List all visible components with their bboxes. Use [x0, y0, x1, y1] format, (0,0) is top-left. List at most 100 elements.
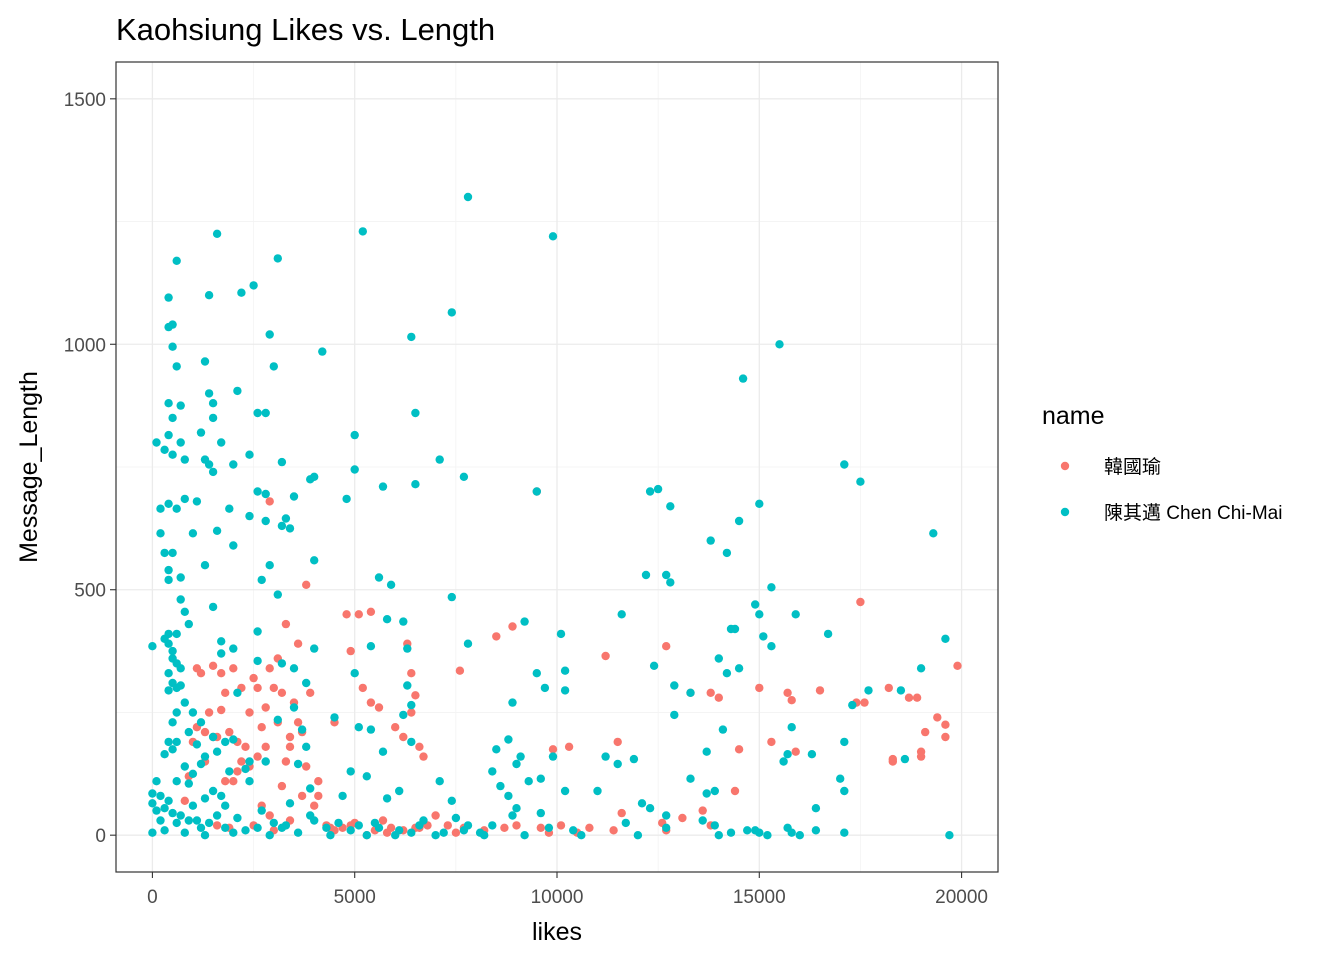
scatter-point	[164, 737, 173, 747]
scatter-point	[314, 791, 323, 801]
scatter-point	[241, 826, 250, 835]
scatter-point	[156, 816, 165, 825]
scatter-point	[208, 602, 218, 612]
scatter-point	[779, 757, 788, 766]
scatter-point	[399, 617, 408, 626]
scatter-point	[196, 823, 206, 832]
scatter-point	[200, 561, 210, 570]
scatter-point	[208, 413, 218, 423]
scatter-point	[176, 811, 185, 820]
scatter-point	[916, 664, 926, 673]
scatter-point	[767, 642, 776, 651]
scatter-point	[403, 681, 412, 690]
scatter-point	[370, 818, 380, 828]
scatter-point	[180, 796, 189, 805]
scatter-point	[160, 804, 169, 813]
scatter-point	[229, 644, 238, 653]
scatter-point	[941, 732, 950, 742]
scatter-point	[633, 831, 643, 840]
scatter-point	[152, 777, 161, 786]
scatter-point	[560, 666, 570, 675]
scatter-point	[212, 821, 222, 830]
scatter-point	[281, 514, 291, 523]
scatter-point	[221, 737, 230, 747]
scatter-point	[702, 789, 711, 798]
scatter-point	[354, 723, 363, 732]
scatter-point	[929, 529, 938, 538]
scatter-point	[204, 291, 214, 300]
scatter-point	[160, 548, 169, 558]
scatter-point	[168, 646, 177, 656]
scatter-point	[350, 465, 359, 474]
scatter-point	[419, 816, 428, 825]
scatter-point	[148, 642, 157, 651]
scatter-point	[755, 683, 764, 693]
legend-key-series-2	[1060, 507, 1070, 517]
scatter-point	[265, 497, 274, 506]
scatter-point	[261, 489, 270, 499]
scatter-point	[176, 595, 185, 604]
scatter-point	[504, 735, 513, 744]
scatter-point	[710, 821, 719, 830]
scatter-point	[767, 583, 776, 592]
scatter-point	[204, 818, 214, 828]
scatter-point	[399, 732, 408, 742]
scatter-point	[212, 747, 222, 756]
scatter-point	[217, 791, 226, 801]
scatter-point	[314, 777, 323, 786]
scatter-point	[156, 504, 165, 513]
scatter-point	[941, 634, 950, 643]
scatter-point	[156, 529, 165, 538]
scatter-point	[289, 703, 299, 712]
scatter-point	[293, 759, 303, 769]
scatter-point	[686, 774, 695, 783]
scatter-point	[204, 460, 214, 469]
scatter-point	[257, 575, 266, 585]
scatter-point	[293, 828, 303, 837]
scatter-point	[168, 718, 177, 727]
scatter-point	[208, 661, 218, 670]
scatter-point	[585, 823, 594, 832]
scatter-point	[180, 828, 189, 837]
scatter-point	[302, 742, 311, 751]
scatter-point	[281, 757, 291, 766]
scatter-point	[297, 725, 307, 734]
scatter-point	[172, 818, 181, 828]
scatter-point	[245, 450, 254, 459]
scatter-point	[488, 821, 497, 830]
scatter-point	[200, 357, 210, 366]
legend-title: name	[1042, 402, 1105, 430]
scatter-point	[253, 487, 262, 496]
y-tick-label: 1000	[64, 335, 106, 356]
scatter-point	[645, 487, 655, 496]
scatter-point	[407, 700, 416, 710]
scatter-point	[933, 713, 942, 722]
scatter-point	[233, 688, 242, 697]
scatter-point	[164, 575, 173, 585]
scatter-point	[285, 732, 295, 742]
scatter-point	[257, 806, 266, 815]
scatter-point	[217, 705, 226, 715]
scatter-point	[152, 806, 161, 815]
scatter-point	[184, 619, 193, 629]
scatter-point	[168, 808, 177, 818]
scatter-point	[245, 757, 254, 766]
scatter-point	[455, 666, 465, 675]
scatter-point	[407, 332, 416, 342]
scatter-point	[649, 661, 659, 670]
x-tick-label: 5000	[334, 887, 376, 908]
y-axis-title: Message_Length	[15, 371, 43, 563]
scatter-point	[285, 799, 295, 808]
scatter-point	[391, 723, 400, 732]
scatter-point	[447, 796, 456, 805]
scatter-point	[306, 784, 315, 793]
scatter-point	[310, 644, 319, 653]
scatter-point	[261, 757, 270, 766]
y-tick-label: 0	[95, 826, 106, 847]
scatter-point	[856, 597, 865, 607]
scatter-point	[148, 799, 157, 808]
scatter-point	[544, 823, 554, 832]
scatter-point	[188, 708, 198, 717]
scatter-point	[840, 786, 849, 796]
